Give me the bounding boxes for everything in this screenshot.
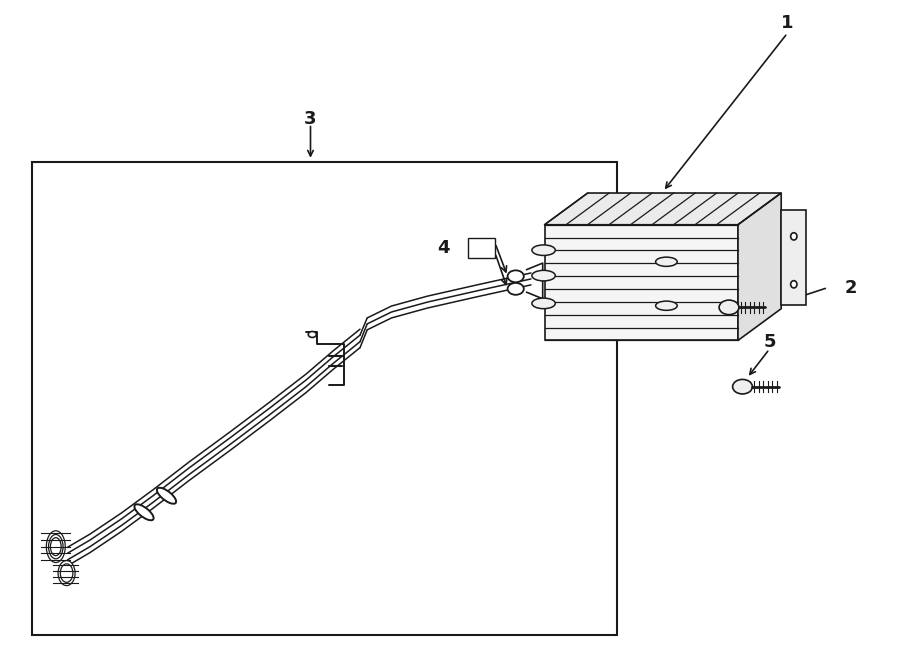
Ellipse shape [60,564,73,582]
Text: 2: 2 [844,278,857,297]
Bar [544,225,738,340]
Ellipse shape [532,270,555,281]
Ellipse shape [46,531,65,563]
Ellipse shape [655,301,677,310]
Polygon shape [544,193,781,225]
Text: 5: 5 [763,333,776,352]
Text: 1: 1 [781,14,794,32]
Ellipse shape [308,332,317,337]
Bar [781,210,806,305]
Text: 4: 4 [437,239,450,257]
Ellipse shape [790,281,797,288]
Ellipse shape [508,270,524,282]
Ellipse shape [50,537,61,556]
Polygon shape [738,193,781,340]
Ellipse shape [790,233,797,240]
Ellipse shape [719,300,739,315]
Ellipse shape [532,298,555,309]
Ellipse shape [733,379,752,394]
Ellipse shape [655,257,677,266]
Ellipse shape [532,245,555,255]
Text: 3: 3 [304,110,317,128]
Ellipse shape [49,535,63,559]
Ellipse shape [134,504,154,520]
Ellipse shape [157,488,176,504]
Bar [32,162,616,635]
Ellipse shape [508,283,524,295]
Ellipse shape [58,561,75,586]
Bar [468,238,495,258]
